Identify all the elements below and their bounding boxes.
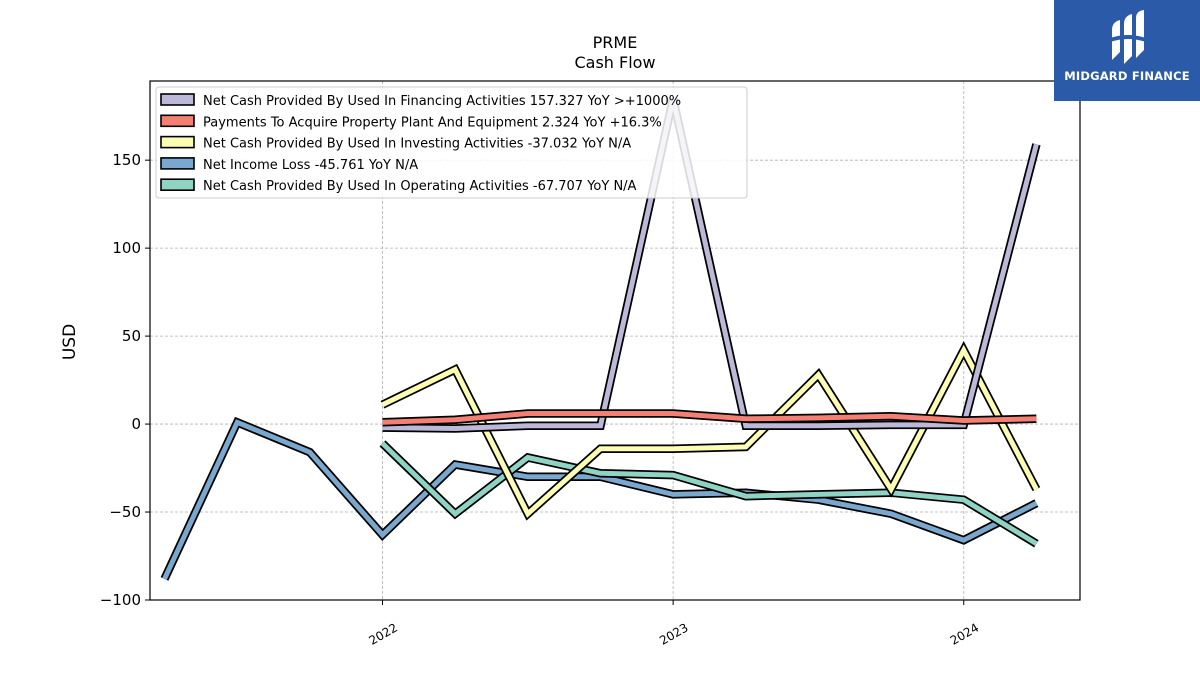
legend-entry-label: Payments To Acquire Property Plant And E…	[203, 115, 662, 130]
x-tick-label: 2022	[367, 620, 400, 647]
y-tick-label: 50	[122, 327, 141, 345]
chart-title: PRME	[592, 33, 638, 52]
brand-mark-icon	[1110, 10, 1146, 64]
x-tick-label: 2023	[657, 620, 690, 647]
brand-name: MIDGARD FINANCE	[1064, 69, 1190, 83]
legend-swatch	[160, 157, 195, 170]
legend-swatch	[160, 93, 195, 106]
y-tick-label: −50	[109, 503, 141, 521]
x-tick-label: 2024	[948, 620, 981, 647]
legend: Net Cash Provided By Used In Financing A…	[155, 86, 748, 199]
y-axis-label: USD	[60, 324, 80, 360]
y-tick-label: 100	[112, 239, 141, 257]
y-tick-label: −100	[100, 591, 141, 609]
series-line	[380, 441, 1038, 546]
legend-entry-label: Net Cash Provided By Used In Financing A…	[203, 94, 681, 109]
y-tick-label: 0	[131, 415, 141, 433]
chart-title-block: PRME Cash Flow	[0, 33, 1200, 73]
series-line	[382, 411, 1037, 425]
series-lines	[160, 97, 1041, 581]
plot-frame	[149, 80, 1081, 601]
chart-subtitle: Cash Flow	[574, 53, 656, 72]
legend-swatch	[160, 178, 195, 191]
legend-entry-label: Net Cash Provided By Used In Operating A…	[203, 179, 637, 194]
series-line	[382, 98, 1039, 432]
axes: −100 −50 0 50 100 150 2022 2023 2024	[100, 151, 981, 648]
y-tick-label: 150	[112, 151, 141, 169]
brand-logo: MIDGARD FINANCE	[1054, 0, 1200, 101]
legend-entry-label: Net Cash Provided By Used In Investing A…	[203, 137, 631, 152]
legend-swatch	[160, 114, 195, 128]
legend-swatch	[160, 135, 195, 149]
legend-box	[155, 86, 748, 199]
legend-entry-label: Net Income Loss -45.761 YoY N/A	[203, 158, 418, 173]
